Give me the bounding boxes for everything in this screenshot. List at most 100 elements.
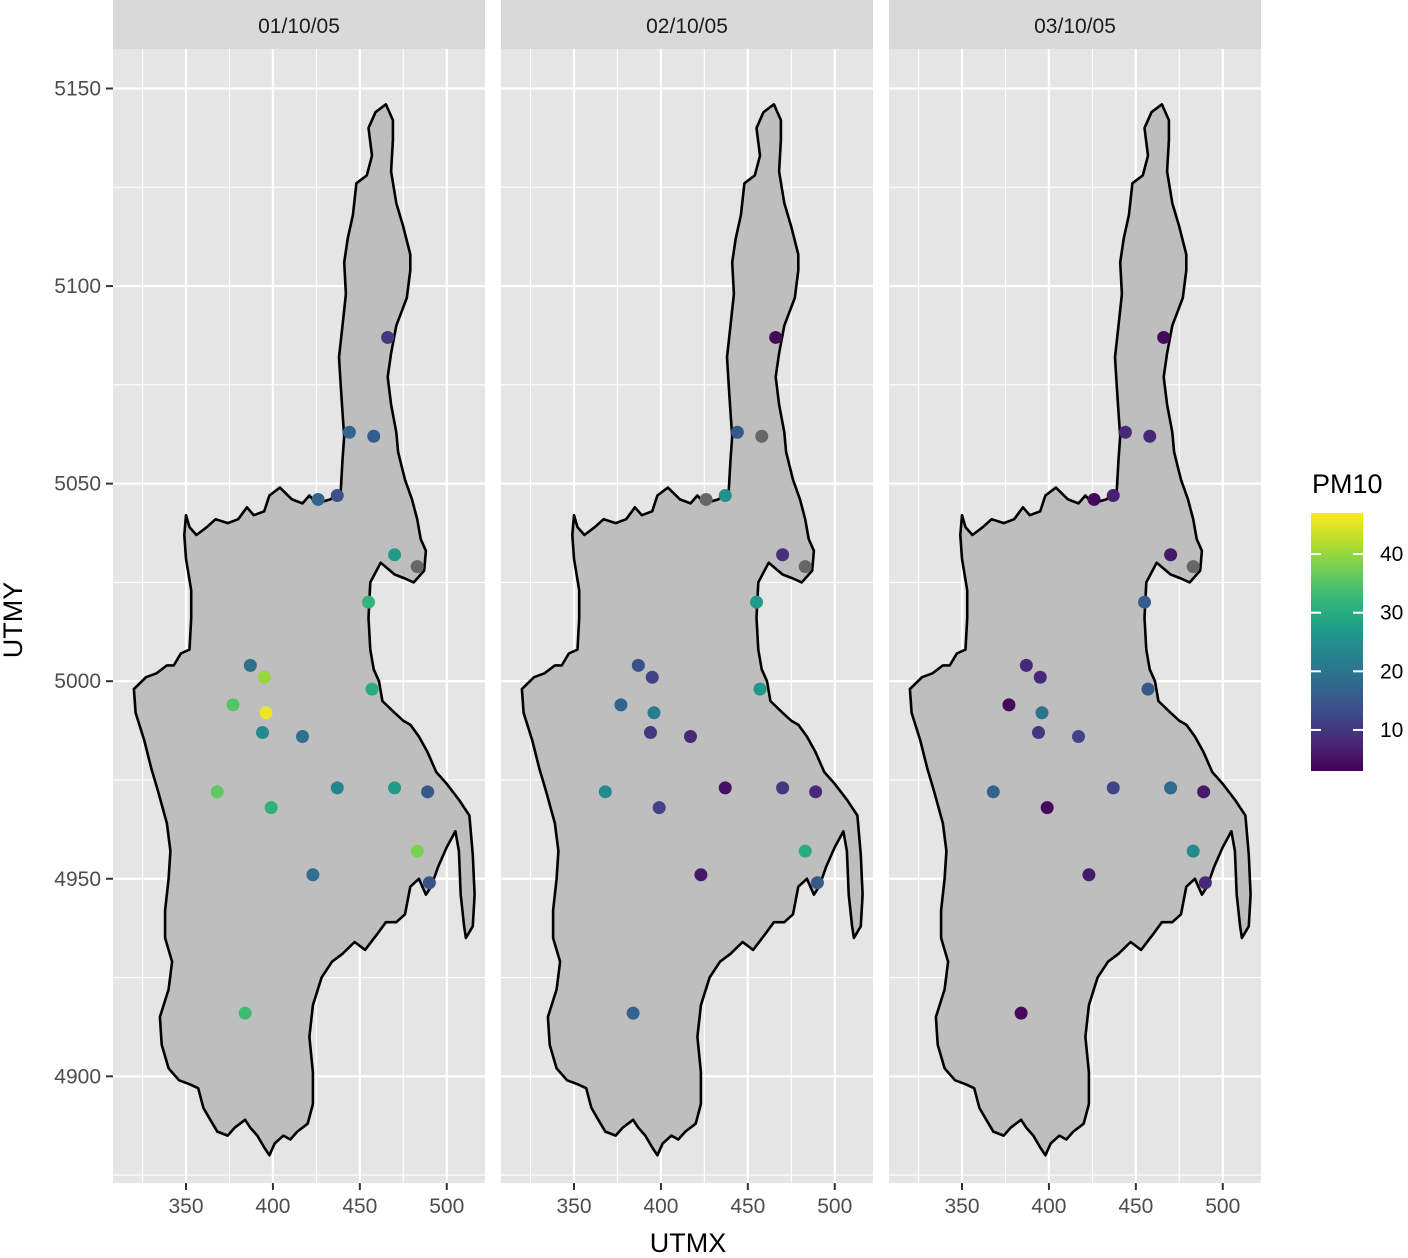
- station-point: [1141, 682, 1155, 696]
- axes-layer: 350 400 450 500 350 400 450 500 350 400 450 500 4900…: [54, 78, 1240, 1218]
- station-point: [226, 698, 240, 712]
- region-boundary: [908, 103, 1252, 1157]
- station-point: [388, 781, 402, 795]
- station-point: [365, 682, 379, 696]
- station-point: [422, 876, 436, 890]
- station-point: [259, 706, 273, 720]
- station-point: [1002, 698, 1016, 712]
- station-point: [718, 488, 732, 502]
- y-axis-title: UTMY: [0, 582, 28, 659]
- station-point: [753, 682, 767, 696]
- station-point: [342, 425, 356, 439]
- legend-colorbar: [1311, 513, 1363, 771]
- station-point: [330, 488, 344, 502]
- station-point: [362, 595, 376, 609]
- station-point: [755, 429, 769, 443]
- legend-tick-label: 20: [1380, 660, 1403, 683]
- station-point: [683, 730, 697, 744]
- station-point: [1106, 781, 1120, 795]
- station-point: [1071, 730, 1085, 744]
- legend-title: PM10: [1312, 469, 1383, 499]
- y-tick-label: 5100: [54, 275, 101, 298]
- station-point: [643, 726, 657, 740]
- station-point: [1035, 706, 1049, 720]
- y-tick-label: 5000: [54, 670, 101, 693]
- station-point: [381, 330, 395, 344]
- station-point: [367, 429, 381, 443]
- legend: PM10 10 20 30 40: [1311, 469, 1403, 771]
- station-point: [798, 560, 812, 574]
- facet-strip-label: 02/10/05: [646, 15, 728, 38]
- legend-tick-label: 40: [1380, 543, 1403, 566]
- y-tick-label: 5050: [54, 473, 101, 496]
- facet-panel: 01/10/05: [113, 0, 485, 1183]
- facet-strip-label: 01/10/05: [258, 15, 340, 38]
- facet-panel: 03/10/05: [889, 0, 1261, 1183]
- panels-layer: 01/10/05 02/10/05 03/10/05: [113, 0, 1261, 1183]
- station-point: [1019, 658, 1033, 672]
- station-point: [1033, 670, 1047, 684]
- station-point: [769, 330, 783, 344]
- y-tick-label: 4950: [54, 868, 101, 891]
- station-point: [311, 492, 325, 506]
- station-point: [798, 844, 812, 858]
- station-point: [410, 844, 424, 858]
- facet-strip: [113, 0, 485, 49]
- station-point: [295, 730, 309, 744]
- station-point: [306, 868, 320, 882]
- station-point: [626, 1006, 640, 1020]
- x-tick-label: 400: [1031, 1195, 1066, 1218]
- station-point: [264, 801, 278, 815]
- station-point: [730, 425, 744, 439]
- x-tick-label: 350: [168, 1195, 203, 1218]
- x-tick-label: 400: [643, 1195, 678, 1218]
- station-point: [243, 658, 257, 672]
- station-point: [1143, 429, 1157, 443]
- station-point: [1087, 492, 1101, 506]
- station-point: [1197, 785, 1211, 799]
- x-tick-label: 500: [1205, 1195, 1240, 1218]
- station-point: [750, 595, 764, 609]
- y-tick-label: 5150: [54, 78, 101, 101]
- region-boundary: [520, 103, 864, 1157]
- station-point: [257, 670, 271, 684]
- station-point: [1106, 488, 1120, 502]
- station-point: [238, 1006, 252, 1020]
- x-tick-label: 450: [730, 1195, 765, 1218]
- station-point: [1082, 868, 1096, 882]
- region-boundary: [132, 103, 476, 1157]
- station-point: [810, 876, 824, 890]
- y-tick-label: 4900: [54, 1065, 101, 1088]
- station-point: [1186, 560, 1200, 574]
- station-point: [255, 726, 269, 740]
- facet-strip: [889, 0, 1261, 49]
- station-point: [809, 785, 823, 799]
- x-tick-label: 350: [556, 1195, 591, 1218]
- x-tick-label: 350: [944, 1195, 979, 1218]
- x-tick-label: 450: [1118, 1195, 1153, 1218]
- station-point: [614, 698, 628, 712]
- station-point: [1198, 876, 1212, 890]
- station-point: [330, 781, 344, 795]
- station-point: [421, 785, 435, 799]
- station-point: [694, 868, 708, 882]
- station-point: [1118, 425, 1132, 439]
- facet-strip-label: 03/10/05: [1034, 15, 1116, 38]
- x-axis-title: UTMX: [650, 1228, 727, 1258]
- station-point: [1186, 844, 1200, 858]
- station-point: [776, 548, 790, 562]
- station-point: [631, 658, 645, 672]
- station-point: [388, 548, 402, 562]
- facet-panel: 02/10/05: [501, 0, 873, 1183]
- station-point: [1014, 1006, 1028, 1020]
- station-point: [718, 781, 732, 795]
- station-point: [410, 560, 424, 574]
- x-tick-label: 400: [255, 1195, 290, 1218]
- legend-tick-label: 10: [1380, 719, 1403, 742]
- station-point: [1164, 781, 1178, 795]
- station-point: [776, 781, 790, 795]
- x-tick-label: 500: [817, 1195, 852, 1218]
- legend-tick-label: 30: [1380, 602, 1403, 625]
- station-point: [699, 492, 713, 506]
